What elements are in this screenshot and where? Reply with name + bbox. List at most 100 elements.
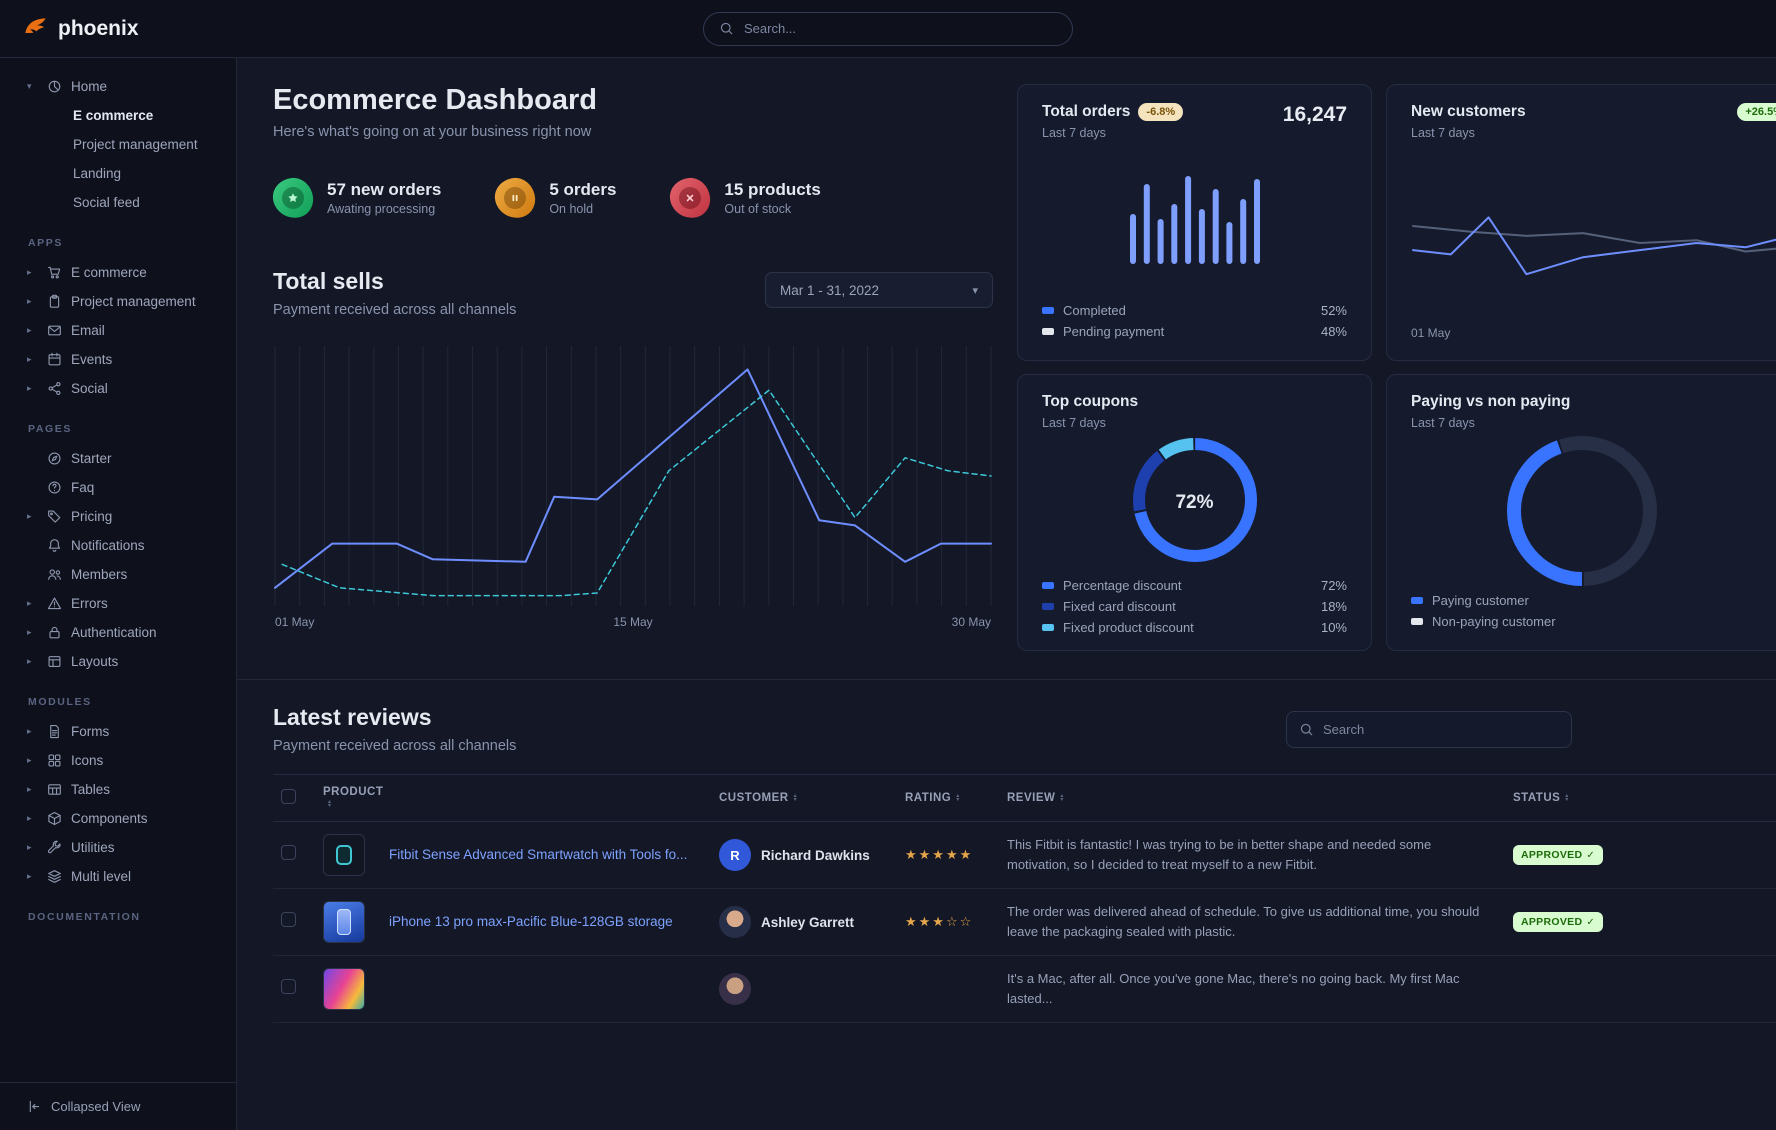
sidebar-item-social[interactable]: Social	[0, 374, 236, 403]
sidebar-item-forms[interactable]: Forms	[0, 717, 236, 746]
sidebar-item-layouts[interactable]: Layouts	[0, 647, 236, 676]
sidebar-item-components[interactable]: Components	[0, 804, 236, 833]
calendar-icon	[47, 352, 62, 367]
reviews-search-input[interactable]	[1323, 721, 1559, 737]
search-icon	[719, 21, 734, 36]
chevron-right-icon	[27, 598, 38, 609]
global-search[interactable]	[703, 11, 1073, 46]
chevron-right-icon	[27, 842, 38, 853]
sidebar-item-icons[interactable]: Icons	[0, 746, 236, 775]
legend-bullet	[1411, 618, 1423, 625]
legend-item: Non-paying customer	[1411, 611, 1776, 632]
main-content: Ecommerce Dashboard Here's what's going …	[237, 58, 1776, 1130]
svg-text:01 May: 01 May	[275, 615, 314, 629]
rating-stars: ★★★★★	[905, 847, 974, 862]
table-icon	[47, 782, 62, 797]
svg-text:15 May: 15 May	[613, 615, 652, 629]
sidebar-item-pricing[interactable]: Pricing	[0, 502, 236, 531]
sidebar-item-members[interactable]: Members	[0, 560, 236, 589]
column-header-product[interactable]: PRODUCT	[315, 774, 383, 822]
sidebar-section-apps: APPS	[28, 237, 63, 249]
product-link[interactable]: iPhone 13 pro max-Pacific Blue-128GB sto…	[389, 914, 673, 929]
sidebar-item-multi-level[interactable]: Multi level	[0, 862, 236, 891]
card-title: Total orders	[1042, 103, 1131, 120]
product-thumbnail[interactable]	[323, 968, 365, 1010]
date-range-select[interactable]: Mar 1 - 31, 2022	[765, 272, 993, 308]
reviews-table: PRODUCT CUSTOMER RATING REVIEW STATUS Fi…	[273, 774, 1776, 1023]
sort-icon	[956, 794, 960, 802]
product-link[interactable]: Fitbit Sense Advanced Smartwatch with To…	[389, 847, 688, 862]
sidebar-item-ecommerce-app[interactable]: E commerce	[0, 258, 236, 287]
product-thumbnail[interactable]	[323, 834, 365, 876]
sidebar-item-project-management[interactable]: Project management	[0, 287, 236, 316]
sidebar-item-utilities[interactable]: Utilities	[0, 833, 236, 862]
customer-cell[interactable]: Ashley Garrett	[719, 906, 889, 938]
row-checkbox[interactable]	[281, 912, 296, 927]
sidebar-item-email[interactable]: Email	[0, 316, 236, 345]
sidebar-item-home[interactable]: Home	[0, 72, 236, 101]
sidebar-item-social-feed[interactable]: Social feed	[73, 195, 140, 210]
sidebar-item-project-management-dashboard[interactable]: Project management	[73, 137, 198, 152]
sidebar-item-e-commerce-dashboard[interactable]: E commerce	[73, 108, 154, 123]
top-navbar: phoenix	[0, 0, 1776, 58]
select-all-checkbox[interactable]	[281, 789, 296, 804]
sidebar: Home E commerce Project management Landi…	[0, 58, 237, 1130]
sidebar-item-authentication[interactable]: Authentication	[0, 618, 236, 647]
column-header-rating[interactable]: RATING	[897, 774, 999, 822]
global-search-input[interactable]	[744, 21, 1057, 36]
x-icon	[679, 187, 702, 209]
legend-item: Fixed card discount 18%	[1042, 596, 1347, 617]
reviews-search[interactable]	[1286, 710, 1572, 748]
status-badge: APPROVED	[1513, 845, 1604, 865]
avatar: R	[719, 839, 751, 871]
avatar	[719, 906, 751, 938]
product-thumbnail[interactable]	[323, 901, 365, 943]
page-subtitle: Here's what's going on at your business …	[273, 124, 592, 140]
chevron-down-icon	[27, 81, 38, 92]
file-icon	[47, 724, 62, 739]
warning-icon	[47, 596, 62, 611]
quick-stats: 57 new orders Awating processing 5 order…	[271, 176, 993, 220]
customer-cell[interactable]: R Richard Dawkins	[719, 839, 889, 871]
sidebar-item-tables[interactable]: Tables	[0, 775, 236, 804]
sidebar-item-events[interactable]: Events	[0, 345, 236, 374]
brand[interactable]: phoenix	[22, 15, 139, 42]
row-checkbox[interactable]	[281, 979, 296, 994]
sidebar-item-starter[interactable]: Starter	[0, 444, 236, 473]
sidebar-item-landing[interactable]: Landing	[73, 166, 122, 181]
legend-bullet	[1042, 328, 1054, 335]
chevron-right-icon	[27, 511, 38, 522]
chevron-right-icon	[27, 784, 38, 795]
sidebar-item-notifications[interactable]: Notifications	[0, 531, 236, 560]
legend-item: Paying customer	[1411, 590, 1776, 611]
cart-icon	[47, 265, 62, 280]
review-text: This Fitbit is fantastic! I was trying t…	[1007, 836, 1432, 872]
row-checkbox[interactable]	[281, 845, 296, 860]
new-customers-card: New customers Last 7 days +26.5% 01 May	[1386, 84, 1776, 361]
chevron-right-icon	[27, 656, 38, 667]
sidebar-item-faq[interactable]: Faq	[0, 473, 236, 502]
legend-bullet	[1411, 597, 1423, 604]
column-header-customer[interactable]: CUSTOMER	[711, 774, 897, 822]
sort-icon	[794, 794, 798, 802]
total-sells-title: Total sells	[273, 268, 384, 294]
box-icon	[47, 811, 62, 826]
stat-new-orders: 57 new orders Awating processing	[271, 176, 441, 220]
table-row: Fitbit Sense Advanced Smartwatch with To…	[273, 821, 1776, 889]
table-row: iPhone 13 pro max-Pacific Blue-128GB sto…	[273, 888, 1776, 956]
lock-icon	[47, 625, 62, 640]
status-badge: APPROVED	[1513, 912, 1604, 932]
column-header-review[interactable]: REVIEW	[999, 774, 1505, 822]
donut-center-label: 72%	[1175, 491, 1214, 513]
smartwatch-image	[336, 845, 352, 865]
column-header-status[interactable]: STATUS	[1505, 774, 1665, 822]
stat-out-of-stock: 15 products Out of stock	[668, 176, 821, 220]
sidebar-nav: Home E commerce Project management Landi…	[0, 58, 236, 1082]
new-customers-line-chart	[1412, 216, 1776, 276]
customer-cell[interactable]	[719, 973, 889, 1005]
sidebar-section-pages: PAGES	[28, 423, 72, 435]
card-title: Paying vs non paying	[1411, 393, 1571, 410]
collapse-sidebar-button[interactable]: Collapsed View	[0, 1082, 236, 1130]
sidebar-item-errors[interactable]: Errors	[0, 589, 236, 618]
paying-vs-non-paying-card: Paying vs non paying Last 7 days Paying …	[1386, 374, 1776, 651]
